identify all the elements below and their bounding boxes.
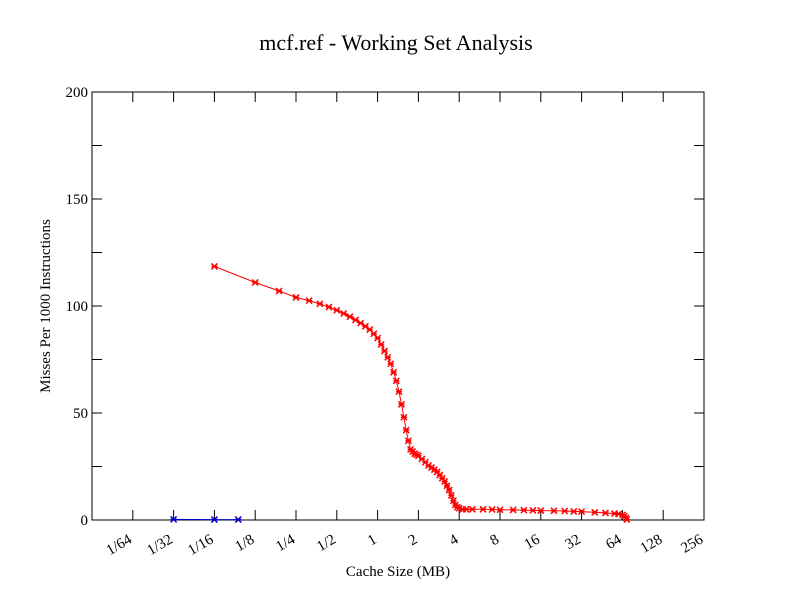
x-tick-label: 32: [563, 532, 584, 553]
data-point: [352, 316, 360, 324]
y-axis: 0 50 100 150 200: [66, 85, 704, 529]
data-point: [292, 293, 300, 301]
y-tick-label: 0: [81, 513, 89, 529]
data-point: [561, 507, 569, 515]
data-point: [400, 413, 408, 421]
series-layer: [170, 262, 631, 524]
data-point: [462, 505, 470, 513]
x-tick-label: 16: [522, 531, 543, 553]
data-point: [390, 368, 398, 376]
data-point: [325, 303, 333, 311]
data-point: [550, 507, 558, 515]
data-point: [170, 515, 178, 523]
data-point: [251, 278, 259, 286]
x-tick-label: 1/2: [314, 532, 339, 555]
x-tick-label: 2: [406, 532, 420, 550]
x-axis: 1/64 1/32 1/16 1/8 1/4 1/2 1 2 4 8 16 32 64 128 256: [104, 92, 707, 559]
data-point: [601, 509, 609, 517]
x-tick-label: 4: [447, 531, 462, 549]
x-tick-label: 1/32: [145, 532, 176, 559]
y-axis-label: Misses Per 1000 Instructions: [38, 219, 54, 393]
data-point: [445, 486, 453, 494]
x-tick-label: 1: [365, 532, 379, 550]
x-tick-label: 1/16: [185, 531, 217, 558]
data-point: [449, 497, 457, 505]
plot-frame: [91, 91, 705, 521]
y-tick-label: 50: [73, 406, 88, 422]
data-point: [234, 516, 242, 524]
data-point: [496, 506, 504, 514]
data-point: [623, 516, 631, 524]
data-point: [387, 360, 395, 368]
data-point: [570, 507, 578, 515]
data-point: [333, 306, 341, 314]
data-point: [316, 300, 324, 308]
x-axis-label: Cache Size (MB): [346, 564, 450, 580]
chart-title: mcf.ref - Working Set Analysis: [259, 30, 532, 55]
data-point: [381, 347, 389, 355]
data-point: [578, 508, 586, 516]
data-point: [397, 400, 405, 408]
data-point: [447, 491, 455, 499]
x-tick-label: 1/4: [273, 531, 298, 555]
data-point: [520, 506, 528, 514]
data-point: [275, 287, 283, 295]
data-point: [392, 377, 400, 385]
data-point: [537, 507, 545, 515]
data-point: [210, 516, 218, 524]
data-point: [374, 334, 382, 342]
data-point: [346, 313, 354, 321]
data-point: [305, 297, 313, 305]
data-point: [488, 505, 496, 514]
data-point: [210, 262, 218, 270]
data-point: [441, 477, 449, 486]
data-point: [468, 505, 476, 513]
data-point: [509, 506, 517, 514]
data-point: [340, 309, 348, 318]
x-tick-label: 128: [638, 532, 665, 557]
x-tick-label: 64: [603, 531, 624, 553]
x-tick-label: 1/64: [104, 531, 136, 558]
y-tick-label: 150: [66, 192, 89, 208]
data-point: [479, 505, 487, 513]
y-tick-label: 100: [66, 299, 89, 315]
x-tick-label: 8: [488, 532, 502, 550]
data-point: [591, 508, 599, 516]
data-point: [395, 388, 403, 396]
data-point: [443, 482, 451, 490]
data-point: [402, 426, 410, 434]
x-tick-label: 256: [679, 531, 707, 556]
x-tick-label: 1/8: [233, 532, 258, 555]
data-point: [529, 506, 537, 514]
data-point: [377, 340, 385, 349]
y-tick-label: 200: [66, 85, 89, 101]
data-point: [404, 437, 412, 445]
data-point: [384, 353, 392, 361]
series-line: [214, 265, 628, 520]
